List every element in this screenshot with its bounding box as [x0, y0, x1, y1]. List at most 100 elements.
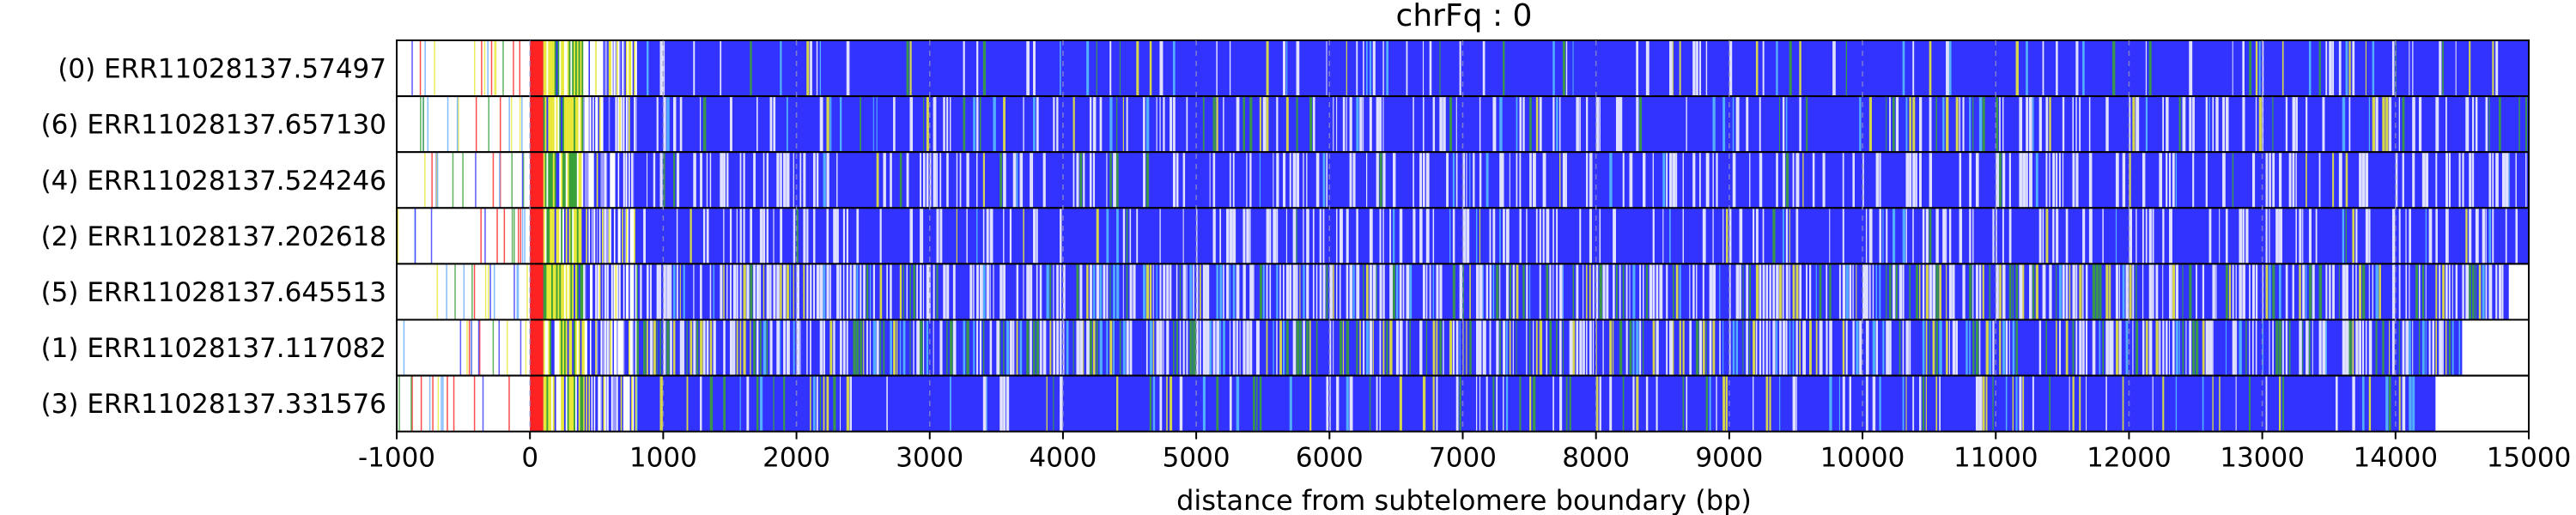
white-stripe: [1852, 264, 1854, 320]
white-stripe: [663, 319, 666, 376]
white-stripe: [2299, 319, 2302, 376]
white-stripe: [1759, 264, 1762, 320]
color-stripe: [950, 375, 951, 432]
color-stripe: [1948, 40, 1952, 97]
color-stripe: [2499, 96, 2501, 153]
color-stripe: [2375, 264, 2379, 320]
white-stripe: [2225, 96, 2229, 153]
white-stripe: [2398, 208, 2401, 264]
white-stripe: [2029, 96, 2032, 153]
white-stripe: [2455, 40, 2457, 97]
transition-stripe: [615, 152, 617, 209]
white-stripe: [1276, 319, 1278, 376]
transition-stripe: [629, 40, 631, 97]
x-axis: -1000 0 1000 2000 3000 4000 5000 6000 7000 8000 90…: [358, 40, 2571, 474]
white-stripe: [2442, 319, 2444, 376]
mixed-stripe: [580, 96, 582, 153]
color-stripe: [1436, 319, 1438, 376]
color-stripe: [1586, 264, 1588, 320]
mixed-stripe: [548, 264, 550, 320]
pre-boundary-bg: [397, 375, 531, 432]
white-stripe: [1003, 208, 1005, 264]
white-stripe: [1932, 264, 1935, 320]
white-stripe: [2249, 264, 2251, 320]
white-stripe: [1852, 319, 1855, 376]
color-stripe: [1776, 40, 1778, 97]
white-stripe: [1042, 152, 1046, 209]
white-stripe: [2185, 319, 2187, 376]
mixed-stripe: [559, 375, 562, 432]
white-stripe: [2105, 96, 2109, 153]
white-stripe: [759, 264, 762, 320]
mixed-stripe: [561, 319, 563, 376]
white-stripe: [1709, 319, 1712, 376]
white-stripe: [1076, 319, 1080, 376]
white-stripe: [2215, 264, 2217, 320]
color-stripe: [1709, 375, 1711, 432]
color-stripe: [750, 264, 753, 320]
transition-stripe: [595, 208, 598, 264]
color-stripe: [1632, 264, 1636, 320]
color-stripe: [1629, 319, 1632, 376]
white-stripe: [2019, 264, 2023, 320]
color-stripe: [709, 375, 714, 432]
transition-stripe: [596, 319, 598, 376]
color-stripe: [1016, 152, 1018, 209]
color-stripe: [926, 96, 929, 153]
white-stripe: [1089, 152, 1092, 209]
transition-stripe: [635, 264, 637, 320]
white-stripe: [1172, 152, 1176, 209]
pre-boundary-mark: [487, 40, 489, 97]
color-stripe: [2196, 319, 2199, 376]
white-stripe: [2501, 152, 2506, 209]
transition-stripe: [613, 40, 617, 97]
white-stripe: [826, 264, 829, 320]
pre-boundary-mark: [475, 152, 477, 209]
mixed-stripe: [578, 208, 581, 264]
mixed-stripe: [563, 152, 567, 209]
color-stripe: [1122, 96, 1124, 153]
color-stripe: [1705, 319, 1707, 376]
pre-boundary-mark: [471, 319, 472, 376]
white-stripe: [1868, 208, 1873, 264]
white-stripe: [1432, 208, 1435, 264]
white-stripe: [2439, 319, 2443, 376]
color-stripe: [1789, 208, 1790, 264]
white-stripe: [1672, 152, 1676, 209]
white-stripe: [2255, 319, 2257, 376]
white-stripe: [2132, 264, 2135, 320]
mixed-stripe: [570, 208, 573, 264]
white-stripe: [1312, 264, 1315, 320]
white-stripe: [1106, 264, 1109, 320]
color-stripe: [1969, 319, 1971, 376]
white-stripe: [1413, 96, 1414, 153]
color-stripe: [653, 319, 656, 376]
white-stripe: [1606, 264, 1609, 320]
white-stripe: [2132, 319, 2134, 376]
color-stripe: [1219, 264, 1223, 320]
transition-stripe: [590, 208, 592, 264]
white-stripe: [2525, 152, 2527, 209]
transition-stripe: [625, 40, 628, 97]
color-stripe: [803, 264, 805, 320]
white-stripe: [1039, 264, 1042, 320]
white-stripe: [1656, 319, 1659, 376]
pre-boundary-mark: [499, 152, 501, 209]
white-stripe: [2145, 208, 2148, 264]
white-stripe: [806, 264, 809, 320]
color-stripe: [2132, 96, 2136, 153]
color-stripe: [1572, 40, 1574, 97]
white-stripe: [1452, 208, 1455, 264]
color-stripe: [1622, 375, 1625, 432]
mixed-stripe: [567, 40, 570, 97]
transition-stripe: [622, 319, 624, 376]
white-stripe: [1026, 40, 1030, 97]
x-axis-label: distance from subtelomere boundary (bp): [1176, 484, 1752, 515]
white-stripe: [1003, 375, 1006, 432]
color-stripe: [1259, 152, 1261, 209]
color-stripe: [1266, 319, 1268, 376]
color-stripe: [1189, 264, 1193, 320]
color-stripe: [2225, 264, 2228, 320]
white-stripe: [2026, 96, 2029, 153]
color-stripe: [1216, 96, 1218, 153]
